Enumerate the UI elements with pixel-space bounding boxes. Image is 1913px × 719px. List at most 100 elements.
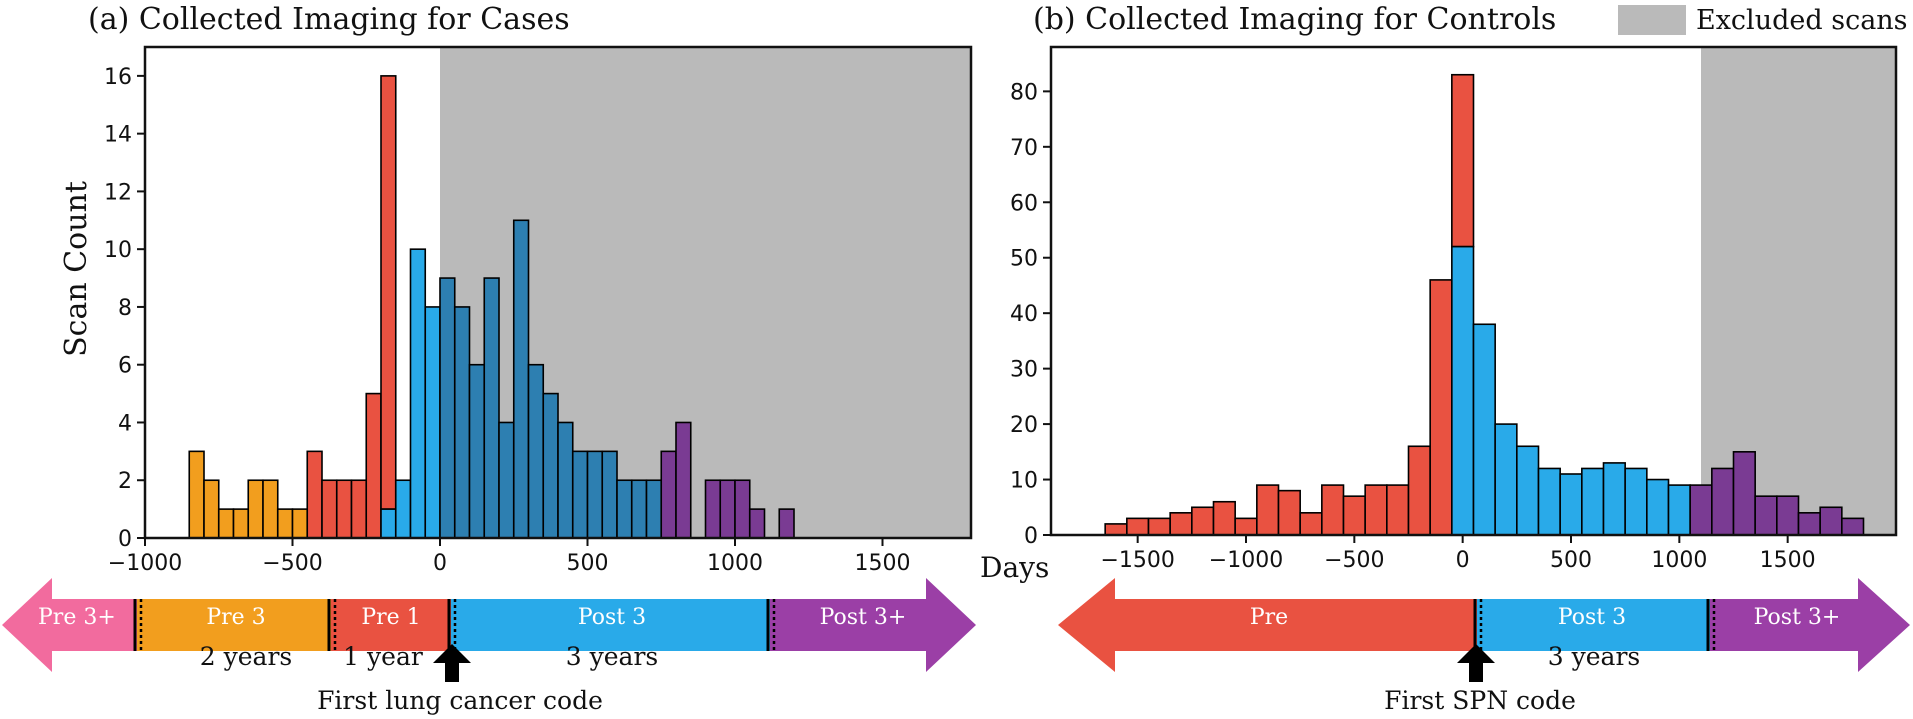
y-tick-label: 30 [1010,358,1038,383]
y-tick-label: 80 [1010,80,1038,105]
x-tick-label: −1000 [1209,548,1283,573]
bar-28 [1711,467,1735,536]
bar-12 [365,392,382,539]
bar-13-lower [380,508,397,539]
bar-4 [247,479,264,539]
y-tick-label: 60 [1010,191,1038,216]
bar-17 [1472,323,1496,536]
timeline-a-pre1-segment [331,599,451,651]
timeline-b-event-label: First SPN code [1384,686,1576,715]
bar-3 [1169,512,1193,536]
panel-a-ticks: −1000 −500 0 500 1000 1500 0 2 4 6 8 10 12 14 16 [104,65,911,576]
panel-b-ticks: −1500 −1000 −500 0 500 1000 1500 0 10 20 30 40 50 60 7… [1010,80,1816,573]
bar-12 [1364,484,1388,536]
panel-a-frame [143,45,973,540]
panel-a-bars [188,75,795,539]
bar-29 [616,479,633,539]
x-tick-label: 0 [1456,548,1470,573]
panel-b-chart: (b) Collected Imaging for Controls −1500… [1010,2,1898,573]
bar-16 [424,306,441,539]
bar-9 [1299,512,1323,536]
timeline-b-dividers [1473,599,1716,651]
bar-9 [321,479,338,539]
timeline-a-label-pre3: Pre 3 [206,605,265,630]
bar-21 [1559,473,1583,536]
bar-20 [1537,467,1561,536]
bar-1 [203,479,220,539]
bar-27 [1689,484,1713,536]
bar-19 [468,363,486,539]
bar-7 [291,508,309,539]
bar-0 [188,450,205,539]
bar-26 [571,450,589,539]
timeline-a-post3-segment [451,599,770,651]
x-tick-label: 0 [433,551,447,576]
x-tick-label: −1500 [1100,548,1174,573]
bar-11 [350,479,368,539]
bar-5 [262,479,279,539]
bar-8 [306,450,323,539]
x-tick-label: −1000 [108,551,182,576]
bar-1 [1126,517,1150,536]
bar-36 [719,479,736,539]
bar-18 [453,306,471,539]
bar-5 [1212,500,1236,536]
bar-25 [557,421,574,539]
timeline-a: Pre 3+ Pre 3 Pre 1 Post 3 Post 3+ 2 year… [2,578,976,715]
bar-20 [483,277,500,539]
x-tick-label: 1000 [1651,548,1707,573]
y-tick-label: 10 [1010,469,1038,494]
x-tick-label: 1000 [707,551,763,576]
legend-swatch-excluded [1618,5,1686,35]
y-tick-label: 8 [118,296,132,321]
panel-b-title: (b) Collected Imaging for Controls [1033,2,1556,37]
timeline-b-duration-post3: 3 years [1548,642,1640,671]
bar-16-upper [1451,73,1475,248]
legend: Excluded scans [1618,5,1908,36]
bar-27 [586,450,604,539]
timeline-a-event-arrow-icon [433,644,471,682]
timeline-a-dividers [133,599,776,651]
bar-13 [1386,484,1410,536]
bar-23 [527,363,545,539]
timeline-a-label-post3: Post 3 [578,605,646,630]
y-tick-label: 14 [104,123,132,148]
timeline-b-label-post3plus: Post 3+ [1754,605,1841,630]
x-tick-label: 500 [567,551,609,576]
y-tick-label: 16 [104,65,132,90]
y-tick-label: 50 [1010,247,1038,272]
y-tick-label: 20 [1010,413,1038,438]
timeline-b-event-arrow-icon [1457,644,1495,682]
panel-a-title: (a) Collected Imaging for Cases [88,2,570,37]
bar-25 [1646,478,1670,536]
y-tick-label: 2 [118,469,132,494]
bar-31 [645,479,663,539]
bar-6 [1234,517,1258,536]
bar-19 [1516,445,1540,536]
bar-10 [1321,484,1345,536]
y-tick-label: 70 [1010,136,1038,161]
timeline-a-pre3plus-arrow [2,578,137,672]
timeline-a-post3plus-arrow [770,578,976,672]
timeline-a-event-label: First lung cancer code [317,686,603,715]
y-tick-label: 0 [1024,524,1038,549]
bar-8 [1277,489,1301,536]
bar-33 [675,421,692,539]
bar-24 [1624,467,1648,536]
y-tick-label: 6 [118,354,132,379]
bar-34 [1841,517,1865,536]
bar-38 [748,508,766,539]
x-tick-label: −500 [1324,548,1384,573]
bar-15 [1429,279,1453,536]
bar-37 [734,479,751,539]
legend-label-excluded: Excluded scans [1696,5,1908,36]
timeline-a-pre3-segment [137,599,331,651]
timeline-a-label-pre3plus: Pre 3+ [38,605,116,630]
y-tick-label: 10 [104,238,132,263]
y-tick-label: 40 [1010,302,1038,327]
bar-28 [601,450,618,539]
bar-14 [394,479,412,539]
timeline-b-pre-arrow [1058,578,1477,672]
panel-b-frame [1049,45,1898,537]
